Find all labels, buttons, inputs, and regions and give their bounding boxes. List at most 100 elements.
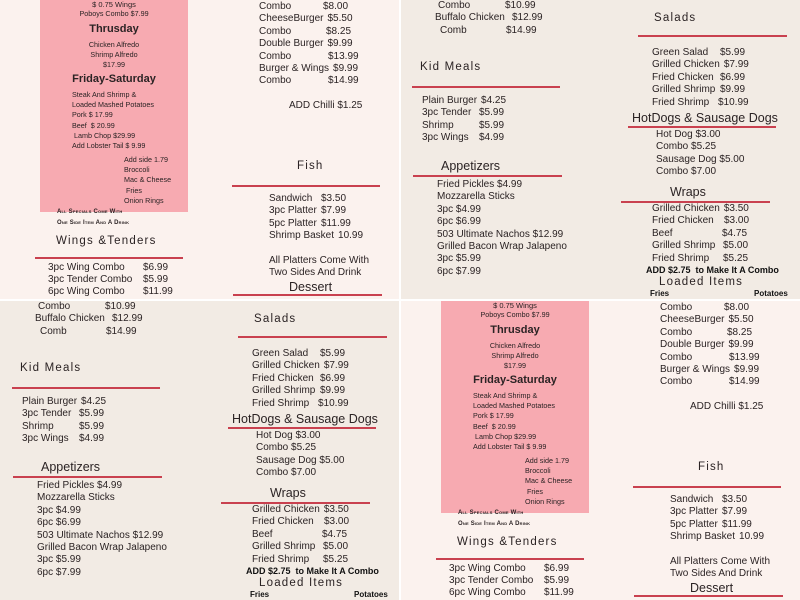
hotdogs-heading: HotDogs & Sausage Dogs: [632, 111, 778, 125]
menu-item: 3pc Wing Combo $6.99: [449, 563, 599, 575]
friday-heading: Friday-Saturday: [72, 73, 156, 85]
item-name: 3pc Wing Combo: [449, 563, 526, 574]
specials-wings: $ 0.75 Wings: [92, 0, 136, 9]
item-name: Combo: [259, 75, 292, 87]
friday-item: Pork $ 17.99: [473, 411, 514, 421]
divider: [221, 502, 370, 504]
item-price: $5.50: [728, 314, 754, 326]
item-name: Double Burger: [660, 339, 725, 351]
menu-item: Combo $7.00: [656, 166, 717, 178]
menu-item: Green Salad $5.99: [252, 348, 397, 360]
menu-item: Plain Burger $4.25: [422, 95, 552, 107]
note-line: One Side Item And A Drink: [57, 220, 130, 226]
wraps-combo-addon: ADD $2.75 to Make It A Combo: [646, 265, 779, 275]
friday-items: Steak And Shrimp & Loaded Mashed Potatoes…: [72, 90, 154, 151]
friday-item: Lamb Chop $29.99: [473, 431, 537, 441]
loaded-fries: Fries: [650, 289, 670, 298]
menu-item: 503 Ultimate Nachos $12.99: [37, 529, 164, 541]
item-price: $5.99: [79, 420, 105, 432]
item-name: Comb: [440, 24, 467, 36]
divider: [13, 476, 162, 478]
item-name: Double Burger: [259, 38, 324, 50]
menu-item: Combo $10.99: [38, 301, 188, 313]
menu-item: Shrimp $5.99: [22, 421, 152, 433]
item-price: $3.50: [723, 203, 749, 214]
item-name: 3pc Tender: [22, 408, 72, 420]
item-name: 6pc Wing Combo: [449, 587, 526, 598]
menu-item: 6pc $7.99: [37, 566, 81, 578]
menu-item: Fried Shrimp $10.99: [652, 97, 797, 109]
item-name: Beef: [252, 528, 273, 540]
item-price: $5.25: [723, 252, 749, 264]
item-price: $4.75: [322, 528, 348, 540]
item-price: $8.00: [323, 1, 349, 12]
menu-panel-main: Combo $10.99 Buffalo Chicken $12.99 Comb $1…: [401, 0, 800, 299]
friday-item: Beef $ 20.99: [72, 120, 115, 130]
menu-item: 3pc $4.99: [37, 504, 81, 516]
menu-item: Shrimp Basket 10.99: [269, 230, 394, 242]
menu-item: Combo $5.25: [656, 141, 717, 153]
kid-meals-list: Plain Burger $4.25 3pc Tender $5.99 Shrimp…: [422, 95, 552, 145]
menu-item: 3pc Tender $5.99: [422, 107, 552, 119]
item-price: $4.75: [722, 227, 748, 239]
item-price: $3.50: [321, 193, 347, 204]
menu-item: 3pc Tender Combo $5.99: [48, 274, 198, 286]
menu-item: CheeseBurger $5.50: [660, 314, 795, 326]
item-price: $6.99: [320, 372, 346, 384]
wings-tenders-heading: Wings &Tenders: [56, 235, 157, 247]
fish-note: All Platters Come With Two Sides And Drin…: [269, 255, 369, 280]
item-price: $5.99: [720, 47, 746, 58]
hotdogs-heading: HotDogs & Sausage Dogs: [232, 412, 378, 426]
note-line: One Side Item And A Drink: [458, 521, 531, 527]
item-name: Combo: [660, 351, 693, 363]
item-name: Combo: [660, 376, 693, 388]
item-name: 3pc Tender: [422, 107, 472, 119]
side-item: Add side 1.79: [124, 155, 168, 164]
salads-heading: Salads: [654, 12, 697, 24]
menu-panel-specials: $ 0.75 Wings Poboys Combo $7.99 Thrusday…: [0, 0, 399, 299]
thursday-item: Chicken Alfredo: [489, 341, 541, 350]
menu-item: Combo $14.99: [259, 75, 394, 87]
item-price: $11.99: [321, 217, 351, 229]
item-price: $7.99: [321, 205, 347, 217]
menu-item: Grilled Bacon Wrap Jalapeno: [437, 240, 567, 252]
menu-item: Shrimp Basket 10.99: [670, 531, 795, 543]
friday-item: Pork $ 17.99: [72, 110, 113, 120]
item-price: $7.99: [723, 59, 749, 71]
item-name: Shrimp Basket: [670, 531, 736, 543]
menu-item: 3pc Platter $7.99: [269, 205, 394, 217]
menu-item: Grilled Bacon Wrap Jalapeno: [37, 541, 167, 553]
menu-item: 6pc Wing Combo $11.99: [449, 587, 599, 599]
item-name: Fried Chicken: [252, 516, 314, 528]
menu-item: Fried Shrimp $10.99: [252, 398, 397, 410]
side-item: Broccoli: [124, 165, 150, 175]
item-name: CheeseBurger: [660, 314, 725, 326]
item-name: Combo: [660, 326, 693, 338]
menu-item: 5pc Platter $11.99: [670, 519, 795, 531]
menu-item: 3pc Platter $7.99: [670, 506, 795, 518]
item-name: Combo: [259, 25, 292, 37]
menu-item: 3pc Wings $4.99: [422, 132, 552, 144]
item-name: Sandwich: [269, 193, 313, 204]
item-name: Burger & Wings: [259, 62, 330, 74]
divider: [228, 427, 376, 429]
divider: [436, 558, 584, 560]
appetizers-heading: Appetizers: [441, 159, 501, 173]
item-price: $9.99: [720, 84, 746, 96]
item-name: Shrimp: [422, 119, 454, 131]
menu-item: Fried Shrimp $5.25: [652, 253, 797, 265]
divider: [621, 201, 770, 203]
item-name: Grilled Chicken: [252, 504, 320, 515]
appetizers-heading: Appetizers: [41, 460, 101, 474]
wings-list: 3pc Wing Combo $6.99 3pc Tender Combo $5.9…: [48, 262, 198, 298]
item-name: 3pc Wings: [22, 433, 69, 445]
menu-item: Plain Burger $4.25: [22, 396, 152, 408]
item-name: Grilled Shrimp: [652, 240, 716, 252]
divider: [233, 294, 382, 296]
thursday-item: Shrimp Alfredo: [90, 50, 138, 60]
appetizers-list: Fried Pickles $4.99 Mozzarella Sticks 3pc …: [437, 179, 567, 278]
item-price: $8.25: [326, 25, 352, 37]
panel-a-content: $ 0.75 Wings Poboys Combo $7.99 Thrusday…: [0, 0, 399, 299]
item-name: Plain Burger: [22, 396, 78, 407]
menu-panel-specials-repeat: $ 0.75 Wings Poboys Combo $7.99 Thrusday…: [401, 301, 800, 600]
